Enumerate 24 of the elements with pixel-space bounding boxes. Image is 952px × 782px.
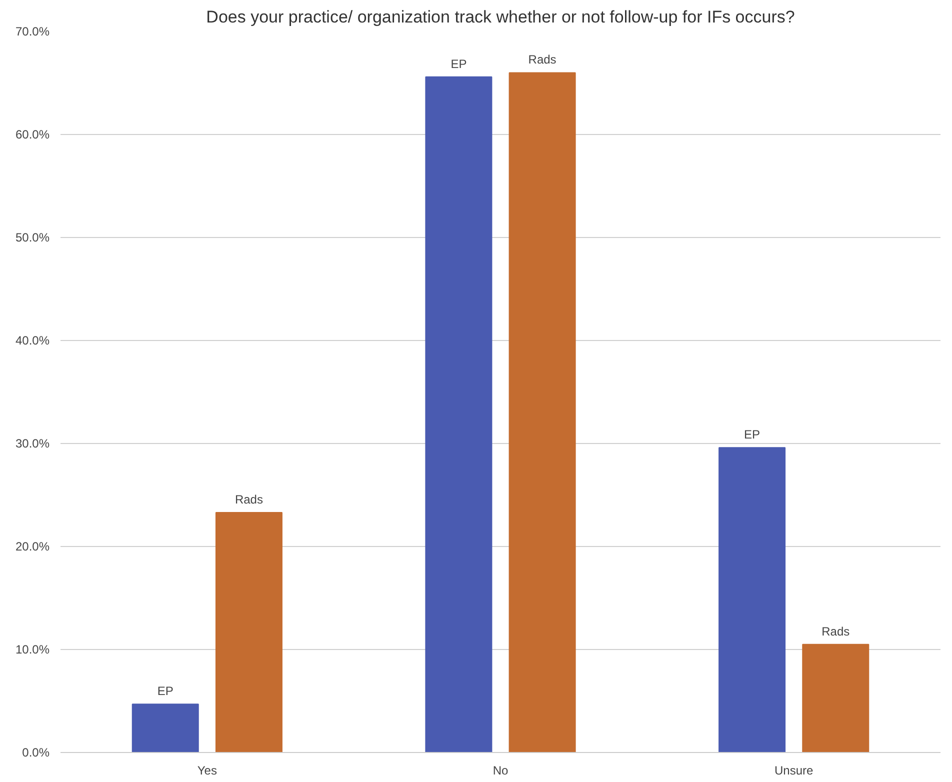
y-tick-label: 70.0%	[15, 24, 50, 38]
bar	[425, 76, 492, 752]
bar	[718, 447, 786, 752]
text: EP	[744, 428, 760, 442]
text: EP	[450, 56, 467, 71]
x-tick-label: Yes	[197, 764, 217, 778]
bar	[215, 512, 282, 752]
series-label: EP	[157, 684, 174, 698]
bar	[508, 72, 576, 752]
y-tick-label: 20.0%	[15, 540, 50, 554]
y-tick-label: 30.0%	[15, 436, 50, 450]
text: Rads	[528, 52, 556, 67]
bar	[132, 704, 199, 752]
bar	[802, 644, 870, 752]
y-tick-label: 60.0%	[15, 128, 50, 142]
y-tick-label: 10.0%	[15, 642, 50, 656]
x-tick-label: Unsure	[774, 764, 814, 778]
series-label: Rads	[234, 492, 263, 507]
y-tick-label: 0.0%	[22, 746, 50, 760]
text: Rads	[822, 624, 850, 638]
y-tick-label: 40.0%	[15, 334, 50, 348]
x-tick-label: No	[492, 764, 508, 778]
chart-title: Does your practice/ organization track whether or not follow-up for IFs occurs?	[206, 8, 795, 26]
y-tick-label: 50.0%	[15, 230, 50, 244]
